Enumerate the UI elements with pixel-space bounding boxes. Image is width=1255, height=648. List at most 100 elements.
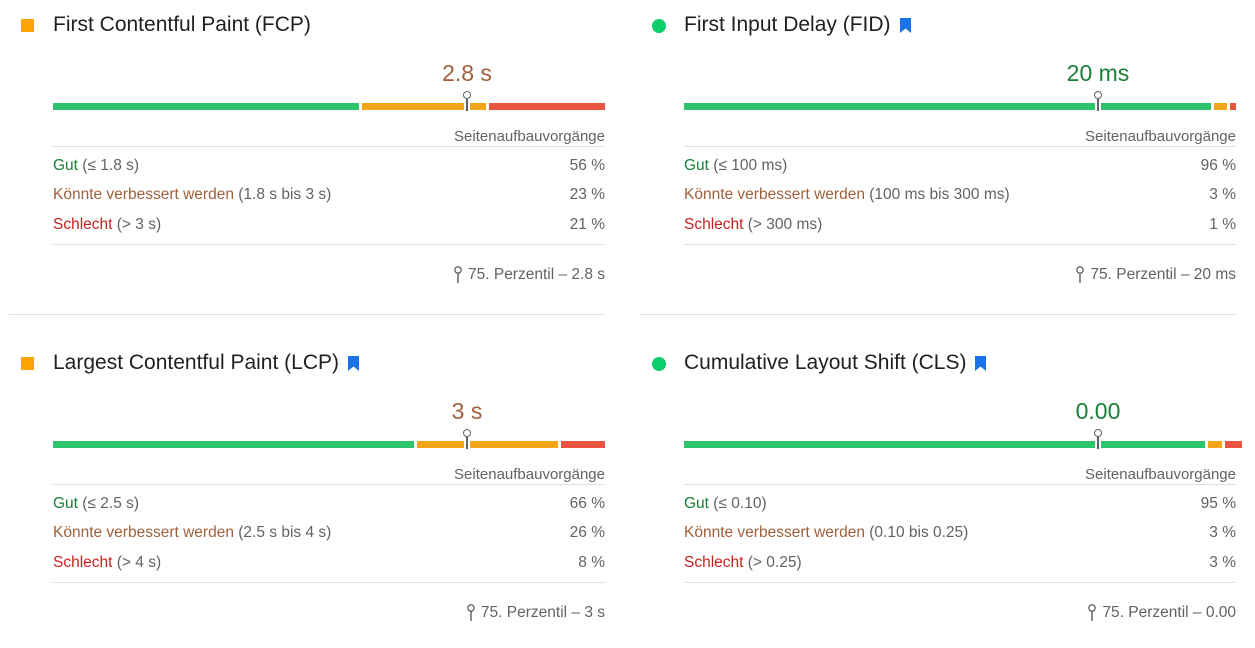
metric-title: First Contentful Paint (FCP) bbox=[53, 10, 311, 40]
metric-title-text: Largest Contentful Paint (LCP) bbox=[53, 351, 339, 374]
row-range: (> 0.25) bbox=[747, 554, 802, 571]
row-needs-improvement: Könnte verbessert werden (1.8 s bis 3 s)… bbox=[53, 184, 605, 206]
row-good: Gut (≤ 100 ms) 96 % bbox=[684, 155, 1236, 177]
row-percent: 3 % bbox=[1209, 554, 1236, 571]
bar-segment-good bbox=[53, 103, 360, 110]
row-percent: 96 % bbox=[1200, 157, 1236, 174]
sublabel: Seitenaufbauvorgänge bbox=[1085, 466, 1236, 483]
separator bbox=[53, 582, 605, 583]
row-poor: Schlecht (> 3 s) 21 % bbox=[53, 214, 605, 236]
percentile-text: 75. Perzentil – 20 ms bbox=[1090, 266, 1236, 283]
row-poor: Schlecht (> 300 ms) 1 % bbox=[684, 214, 1236, 236]
bar-segment-good bbox=[684, 441, 1206, 448]
section-divider bbox=[9, 314, 605, 315]
percentile-footer: 75. Perzentil – 2.8 s bbox=[453, 266, 605, 284]
row-percent: 3 % bbox=[1209, 186, 1236, 203]
distribution-bar bbox=[53, 91, 605, 111]
metric-value: 20 ms bbox=[1066, 60, 1130, 86]
bookmark-icon[interactable] bbox=[899, 17, 911, 33]
metric-title-text: First Contentful Paint (FCP) bbox=[53, 13, 311, 36]
row-percent: 26 % bbox=[569, 524, 605, 541]
row-label-good: Gut bbox=[53, 157, 78, 174]
row-poor: Schlecht (> 0.25) 3 % bbox=[684, 552, 1236, 574]
metric-card-lcp: Largest Contentful Paint (LCP) 3 s Seite… bbox=[21, 348, 605, 648]
section-divider bbox=[639, 314, 1235, 315]
row-label-needs-improvement: Könnte verbessert werden bbox=[53, 186, 234, 203]
row-label-needs-improvement: Könnte verbessert werden bbox=[684, 186, 865, 203]
row-label-good: Gut bbox=[684, 495, 709, 512]
row-percent: 1 % bbox=[1209, 216, 1236, 233]
row-good: Gut (≤ 2.5 s) 66 % bbox=[53, 493, 605, 515]
row-percent: 95 % bbox=[1200, 495, 1236, 512]
percentile-text: 75. Perzentil – 2.8 s bbox=[468, 266, 605, 283]
metric-title: Cumulative Layout Shift (CLS) bbox=[684, 348, 987, 378]
metric-value: 2.8 s bbox=[442, 60, 492, 86]
row-poor: Schlecht (> 4 s) 8 % bbox=[53, 552, 605, 574]
bookmark-icon[interactable] bbox=[347, 355, 359, 371]
sublabel: Seitenaufbauvorgänge bbox=[454, 128, 605, 145]
row-range: (100 ms bis 300 ms) bbox=[869, 186, 1010, 203]
row-label-poor: Schlecht bbox=[53, 216, 113, 233]
separator bbox=[684, 146, 1236, 147]
average-status-icon bbox=[21, 357, 34, 370]
separator bbox=[53, 146, 605, 147]
row-label-good: Gut bbox=[53, 495, 78, 512]
row-percent: 66 % bbox=[569, 495, 605, 512]
separator bbox=[53, 484, 605, 485]
percentile-pin-icon bbox=[1076, 266, 1085, 283]
bar-segment-needs-improvement bbox=[1213, 103, 1228, 110]
row-range: (> 300 ms) bbox=[747, 216, 823, 233]
percentile-text: 75. Perzentil – 0.00 bbox=[1102, 604, 1236, 621]
metric-card-cls: Cumulative Layout Shift (CLS) 0.00 Seite… bbox=[652, 348, 1242, 648]
row-label-good: Gut bbox=[684, 157, 709, 174]
row-range: (≤ 1.8 s) bbox=[82, 157, 140, 174]
row-good: Gut (≤ 0.10) 95 % bbox=[684, 493, 1236, 515]
separator bbox=[684, 582, 1236, 583]
distribution-bar bbox=[684, 91, 1236, 111]
row-range: (≤ 100 ms) bbox=[713, 157, 788, 174]
row-percent: 23 % bbox=[569, 186, 605, 203]
metric-title-text: Cumulative Layout Shift (CLS) bbox=[684, 351, 967, 374]
metric-title: First Input Delay (FID) bbox=[684, 10, 911, 40]
row-label-poor: Schlecht bbox=[684, 216, 744, 233]
metric-card-fcp: First Contentful Paint (FCP) 2.8 s Seite… bbox=[21, 10, 605, 310]
row-needs-improvement: Könnte verbessert werden (100 ms bis 300… bbox=[684, 184, 1236, 206]
good-status-icon bbox=[652, 357, 666, 371]
sublabel: Seitenaufbauvorgänge bbox=[454, 466, 605, 483]
bar-segment-poor bbox=[1230, 103, 1236, 110]
row-label-needs-improvement: Könnte verbessert werden bbox=[684, 524, 865, 541]
bar-segment-poor bbox=[489, 103, 605, 110]
row-percent: 21 % bbox=[569, 216, 605, 233]
percentile-footer: 75. Perzentil – 3 s bbox=[466, 604, 605, 622]
row-percent: 8 % bbox=[578, 554, 605, 571]
metric-value: 0.00 bbox=[1075, 398, 1121, 424]
metric-title-text: First Input Delay (FID) bbox=[684, 13, 891, 36]
distribution-bar bbox=[684, 429, 1242, 449]
bookmark-icon[interactable] bbox=[975, 355, 987, 371]
bar-segment-good bbox=[684, 103, 1211, 110]
sublabel: Seitenaufbauvorgänge bbox=[1085, 128, 1236, 145]
metric-value: 3 s bbox=[451, 398, 483, 424]
row-range: (≤ 2.5 s) bbox=[82, 495, 140, 512]
bar-segment-good bbox=[53, 441, 415, 448]
row-label-needs-improvement: Könnte verbessert werden bbox=[53, 524, 234, 541]
metric-title: Largest Contentful Paint (LCP) bbox=[53, 348, 359, 378]
row-needs-improvement: Könnte verbessert werden (2.5 s bis 4 s)… bbox=[53, 522, 605, 544]
bar-segment-poor bbox=[560, 441, 605, 448]
row-range: (> 4 s) bbox=[116, 554, 162, 571]
percentile-footer: 75. Perzentil – 20 ms bbox=[1075, 266, 1236, 284]
percentile-pin-icon bbox=[1088, 604, 1097, 621]
distribution-bar bbox=[53, 429, 605, 449]
row-label-poor: Schlecht bbox=[53, 554, 113, 571]
row-good: Gut (≤ 1.8 s) 56 % bbox=[53, 155, 605, 177]
percentile-pin-icon bbox=[454, 266, 462, 283]
good-status-icon bbox=[652, 19, 666, 33]
percentile-pin-icon bbox=[467, 604, 475, 621]
bar-segment-needs-improvement bbox=[362, 103, 487, 110]
separator bbox=[53, 244, 605, 245]
metric-card-fid: First Input Delay (FID) 20 ms Seitenaufb… bbox=[652, 10, 1236, 310]
average-status-icon bbox=[21, 19, 34, 32]
row-range: (> 3 s) bbox=[116, 216, 162, 233]
percentile-footer: 75. Perzentil – 0.00 bbox=[1087, 604, 1236, 622]
row-percent: 56 % bbox=[569, 157, 605, 174]
